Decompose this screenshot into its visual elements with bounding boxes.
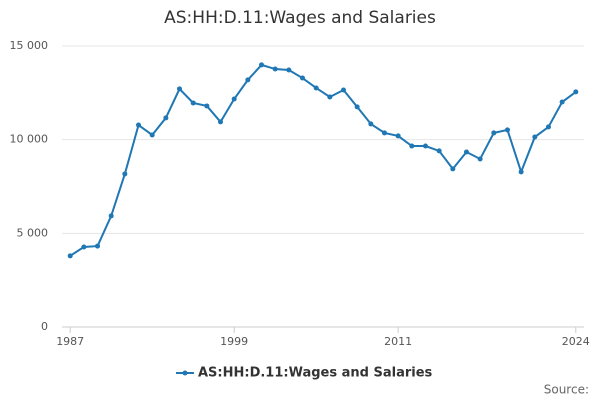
point: [163, 115, 169, 121]
point: [81, 244, 87, 250]
point: [122, 171, 128, 177]
chart-title: AS:HH:D.11:Wages and Salaries: [164, 8, 436, 28]
point: [272, 66, 278, 72]
y-tick-label: 10 000: [10, 133, 49, 146]
point: [218, 119, 224, 125]
point: [286, 67, 292, 73]
point: [463, 149, 469, 155]
point: [573, 89, 579, 95]
point: [67, 253, 73, 259]
y-tick-label: 5 000: [17, 226, 49, 239]
point: [409, 143, 415, 149]
point: [381, 130, 387, 136]
point: [450, 166, 456, 172]
y-tick-label: 15 000: [10, 39, 49, 52]
point: [204, 103, 210, 109]
y-tick-label: 0: [41, 320, 48, 333]
point: [108, 213, 114, 219]
point: [491, 130, 497, 136]
point: [340, 87, 346, 93]
x-tick-label: 1987: [56, 335, 84, 348]
x-tick-label: 1999: [220, 335, 248, 348]
point: [300, 75, 306, 81]
point: [518, 169, 524, 175]
point: [327, 94, 333, 100]
point: [477, 156, 483, 162]
legend-label: AS:HH:D.11:Wages and Salaries: [198, 366, 433, 381]
point: [313, 85, 319, 91]
point: [177, 86, 183, 92]
point: [368, 121, 374, 127]
source: Source:: [544, 383, 589, 397]
point: [231, 96, 237, 102]
point: [395, 133, 401, 139]
point: [136, 122, 142, 128]
point: [559, 99, 565, 105]
point: [422, 143, 428, 149]
point: [245, 77, 251, 83]
point: [149, 132, 155, 138]
point: [259, 62, 265, 68]
point: [190, 100, 196, 106]
point: [95, 243, 101, 249]
point: [354, 104, 360, 110]
x-tick-label: 2011: [384, 335, 412, 348]
point: [504, 127, 510, 133]
legend-point: [182, 370, 188, 376]
point: [532, 134, 538, 140]
x-tick-label: 2024: [562, 335, 590, 348]
point: [545, 124, 551, 130]
line: [69, 63, 577, 257]
point: [436, 148, 442, 154]
